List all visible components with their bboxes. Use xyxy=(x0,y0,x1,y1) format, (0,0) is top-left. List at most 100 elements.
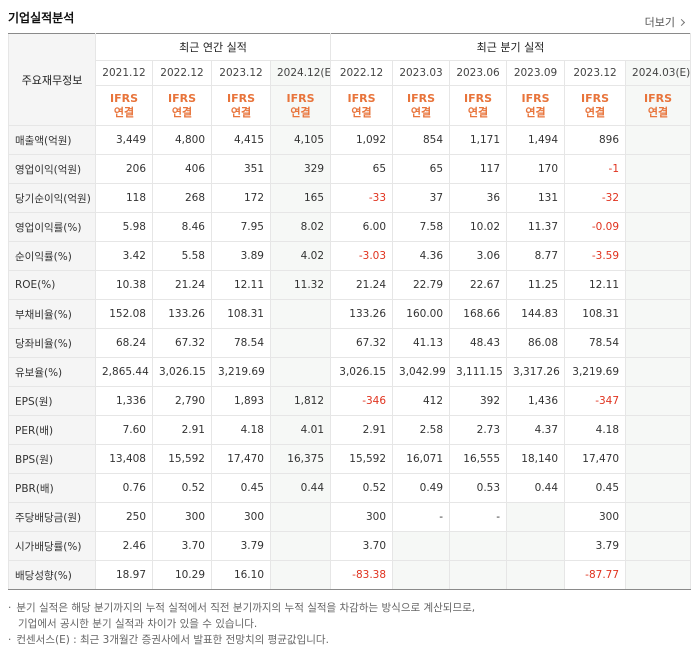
standard-type: IFRS xyxy=(227,91,255,105)
value-cell: 1,171 xyxy=(449,125,508,155)
value-cell xyxy=(625,241,692,271)
value-cell xyxy=(449,531,508,561)
value-cell: 78.54 xyxy=(211,328,271,358)
value-cell xyxy=(269,299,332,329)
value-cell: 7.58 xyxy=(392,212,451,242)
data-row: 배당성향(%) 18.97 10.29 16.10 -83.38 -87.77 xyxy=(8,560,692,590)
value-cell: 67.32 xyxy=(330,328,394,358)
value-cell: 300 xyxy=(211,502,271,532)
value-cell: 65 xyxy=(330,154,394,184)
period-header: 2023.03 xyxy=(392,60,451,86)
value-cell: 2,865.44 xyxy=(95,357,153,387)
value-cell xyxy=(625,531,692,561)
value-cell: -83.38 xyxy=(330,560,394,590)
row-label: 시가배당률(%) xyxy=(8,531,96,561)
value-cell xyxy=(625,560,692,590)
value-cell: 41.13 xyxy=(392,328,451,358)
standard-basis: 연결 xyxy=(230,105,252,119)
standard-header: IFRS 연결 xyxy=(392,85,451,126)
value-cell: 0.44 xyxy=(506,473,566,503)
value-cell: 12.11 xyxy=(564,270,627,300)
row-label: 당좌비율(%) xyxy=(8,328,96,358)
value-cell: 0.45 xyxy=(564,473,627,503)
row-label: ROE(%) xyxy=(8,270,96,300)
value-cell: 11.37 xyxy=(506,212,566,242)
value-cell: -3.03 xyxy=(330,241,394,271)
standard-type: IFRS xyxy=(168,91,196,105)
value-cell xyxy=(625,502,692,532)
value-cell: 2.73 xyxy=(449,415,508,445)
value-cell: 10.29 xyxy=(152,560,212,590)
row-label: BPS(원) xyxy=(8,444,96,474)
value-cell: -1 xyxy=(564,154,627,184)
value-cell xyxy=(269,531,332,561)
value-cell: 0.53 xyxy=(449,473,508,503)
standard-type: IFRS xyxy=(286,91,315,105)
value-cell: 7.95 xyxy=(211,212,271,242)
data-row: EPS(원) 1,336 2,790 1,893 1,812 -346 412 392 1,43… xyxy=(8,386,692,416)
value-cell: 133.26 xyxy=(152,299,212,329)
standard-type: IFRS xyxy=(407,91,436,105)
standard-type: IFRS xyxy=(347,91,376,105)
section-title: 기업실적분석 xyxy=(8,11,75,25)
row-label: 당기순이익(억원) xyxy=(8,183,96,213)
period-row: 2021.12 2022.12 2023.12 2024.12(E) 2022.12 20… xyxy=(9,60,692,86)
period-header: 2021.12 xyxy=(95,60,153,86)
value-cell: 0.52 xyxy=(330,473,394,503)
value-cell: -87.77 xyxy=(564,560,627,590)
value-cell: 1,336 xyxy=(95,386,153,416)
row-label: 유보율(%) xyxy=(8,357,96,387)
value-cell: 36 xyxy=(449,183,508,213)
value-cell: 10.02 xyxy=(449,212,508,242)
standard-type: IFRS xyxy=(581,91,610,105)
period-header: 2023.06 xyxy=(449,60,508,86)
value-cell: 165 xyxy=(269,183,332,213)
value-cell: 65 xyxy=(392,154,451,184)
value-cell: 1,494 xyxy=(506,125,566,155)
standard-basis: 연결 xyxy=(584,105,606,119)
value-cell: 300 xyxy=(152,502,212,532)
value-cell: 11.25 xyxy=(506,270,566,300)
value-cell: 117 xyxy=(449,154,508,184)
value-cell: 4.37 xyxy=(506,415,566,445)
value-cell: 172 xyxy=(211,183,271,213)
value-cell: 896 xyxy=(564,125,627,155)
group-header: 최근 연간 실적 xyxy=(94,33,332,61)
value-cell: 0.76 xyxy=(95,473,153,503)
value-cell: 16,375 xyxy=(269,444,332,474)
value-cell: 13,408 xyxy=(95,444,153,474)
value-cell: 131 xyxy=(506,183,566,213)
value-cell xyxy=(269,502,332,532)
value-cell xyxy=(625,212,692,242)
standard-basis: 연결 xyxy=(647,105,669,119)
more-link[interactable]: 더보기 xyxy=(645,14,684,30)
value-cell: 250 xyxy=(95,502,153,532)
value-cell xyxy=(625,444,692,474)
row-label: PBR(배) xyxy=(8,473,96,503)
standard-type: IFRS xyxy=(644,91,673,105)
value-cell: 0.49 xyxy=(392,473,451,503)
value-cell: 22.67 xyxy=(449,270,508,300)
financial-table: 주요재무정보 최근 연간 실적 최근 분기 실적 2021.12 2022.12 2023… xyxy=(8,33,692,590)
period-header: 2023.12 xyxy=(211,60,271,86)
data-row: 시가배당률(%) 2.46 3.70 3.79 3.70 3.79 xyxy=(8,531,692,561)
value-cell xyxy=(392,560,451,590)
value-cell: 5.58 xyxy=(152,241,212,271)
standard-basis: 연결 xyxy=(113,105,135,119)
value-cell: 4,800 xyxy=(152,125,212,155)
value-cell xyxy=(625,328,692,358)
value-cell: 78.54 xyxy=(564,328,627,358)
row-label: 주당배당금(원) xyxy=(8,502,96,532)
value-cell xyxy=(625,357,692,387)
value-cell: 7.60 xyxy=(95,415,153,445)
value-cell: 10.38 xyxy=(95,270,153,300)
value-cell: 351 xyxy=(211,154,271,184)
value-cell: 3,042.99 xyxy=(392,357,451,387)
standard-basis: 연결 xyxy=(467,105,489,119)
standard-header: IFRS 연결 xyxy=(449,85,508,126)
value-cell: 16,555 xyxy=(449,444,508,474)
value-cell: 1,893 xyxy=(211,386,271,416)
standard-basis: 연결 xyxy=(171,105,193,119)
data-row: 당좌비율(%) 68.24 67.32 78.54 67.32 41.13 48.43 86.… xyxy=(8,328,692,358)
value-cell: 0.44 xyxy=(269,473,332,503)
